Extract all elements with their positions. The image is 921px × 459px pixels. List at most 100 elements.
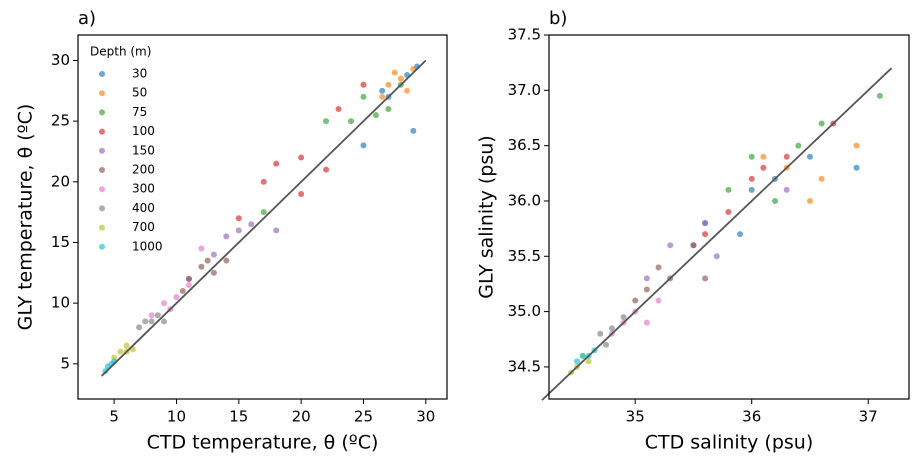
point	[655, 264, 662, 271]
legend-label: 200	[132, 163, 155, 177]
point	[690, 242, 697, 249]
point	[273, 160, 280, 167]
point	[123, 342, 130, 349]
point	[204, 257, 211, 264]
panel-title: a)	[78, 8, 96, 29]
point	[597, 330, 604, 337]
point	[360, 81, 367, 88]
point	[632, 297, 639, 304]
point	[573, 358, 580, 365]
point	[360, 93, 367, 100]
point	[702, 231, 709, 238]
point	[702, 275, 709, 282]
legend-label: 100	[132, 124, 155, 138]
x-tick-label: 30	[416, 408, 435, 426]
point	[335, 106, 342, 113]
point	[579, 352, 586, 359]
legend-marker	[99, 147, 105, 154]
point	[298, 190, 305, 197]
y-tick-label: 36.0	[508, 191, 541, 209]
point	[643, 319, 650, 326]
point	[185, 275, 192, 282]
legend-label: 1000	[132, 239, 163, 253]
point	[248, 221, 255, 228]
y-tick-label: 37.5	[508, 26, 541, 44]
y-axis-label: GLY salinity (psu)	[476, 135, 498, 298]
axes-frame	[77, 34, 448, 400]
point	[806, 197, 813, 204]
legend-title: Depth (m)	[90, 45, 151, 59]
point	[260, 178, 267, 185]
point	[667, 242, 674, 249]
point	[725, 209, 732, 216]
point	[806, 153, 813, 160]
point	[385, 106, 392, 113]
legend-marker	[99, 224, 105, 231]
point	[853, 164, 860, 171]
point	[210, 251, 217, 258]
x-axis-label: CTD temperature, θ (ºC)	[147, 432, 379, 454]
point	[198, 263, 205, 270]
point	[348, 118, 355, 125]
point	[783, 186, 790, 193]
point	[223, 257, 230, 264]
legend-label: 75	[132, 105, 147, 119]
point	[273, 227, 280, 234]
point	[795, 142, 802, 149]
point	[702, 220, 709, 227]
point	[385, 81, 392, 88]
identity-line	[541, 67, 893, 401]
point	[725, 186, 732, 193]
point	[372, 112, 379, 119]
y-tick-label: 20	[51, 172, 70, 190]
point	[323, 118, 330, 125]
point	[737, 231, 744, 238]
point	[161, 300, 168, 307]
point	[148, 318, 155, 325]
legend-marker	[99, 109, 105, 116]
point	[643, 275, 650, 282]
y-tick-label: 36.5	[508, 136, 541, 154]
point	[603, 341, 610, 348]
x-axis-label: CTD salinity (psu)	[645, 432, 814, 454]
point	[748, 186, 755, 193]
point	[760, 164, 767, 171]
point	[185, 281, 192, 288]
axes-frame	[548, 34, 910, 400]
y-tick-label: 15	[51, 233, 70, 251]
y-tick-label: 5	[60, 354, 70, 372]
point	[818, 175, 825, 182]
point	[397, 75, 404, 82]
point	[173, 294, 180, 301]
point	[179, 288, 186, 295]
legend-label: 50	[132, 86, 147, 100]
point	[117, 348, 124, 355]
x-tick-label: 15	[229, 408, 248, 426]
point	[360, 142, 367, 149]
legend-label: 150	[132, 143, 155, 157]
legend-marker	[99, 243, 105, 250]
point	[142, 318, 149, 325]
y-tick-label: 35.0	[508, 302, 541, 320]
x-tick-label: 25	[354, 408, 373, 426]
panel-title: b)	[549, 8, 567, 29]
point	[198, 245, 205, 252]
legend-marker	[99, 167, 105, 173]
point	[410, 127, 417, 134]
point	[748, 175, 755, 182]
point	[404, 87, 411, 94]
legend-marker	[99, 186, 105, 193]
point	[853, 142, 860, 149]
legend-label: 30	[132, 67, 147, 81]
point	[323, 166, 330, 173]
legend-label: 300	[132, 182, 155, 196]
identity-line	[101, 59, 427, 377]
point	[391, 69, 398, 76]
point	[379, 93, 386, 100]
point	[643, 286, 650, 293]
point	[379, 87, 386, 94]
point	[760, 153, 767, 160]
point	[148, 312, 155, 319]
point	[210, 269, 217, 276]
